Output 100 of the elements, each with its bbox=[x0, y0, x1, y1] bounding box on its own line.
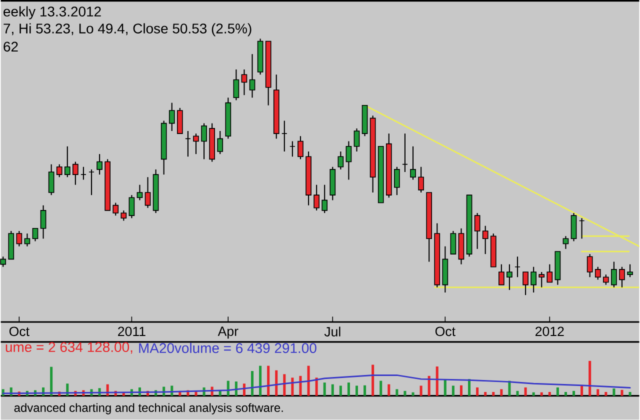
bar bbox=[500, 389, 503, 396]
candlestick bbox=[48, 164, 54, 196]
candlestick bbox=[338, 151, 344, 170]
bar bbox=[540, 392, 543, 396]
candlestick bbox=[249, 54, 256, 98]
candlestick bbox=[298, 136, 304, 160]
bar bbox=[250, 371, 254, 396]
candlestick bbox=[450, 230, 456, 255]
candlestick bbox=[514, 256, 520, 278]
x-tick-label: Jul bbox=[324, 326, 340, 337]
candlestick bbox=[281, 120, 288, 152]
candlestick bbox=[168, 102, 175, 132]
candlestick bbox=[506, 264, 512, 291]
chart-title: eekly 13.3.2012 bbox=[4, 6, 101, 20]
candlestick bbox=[418, 166, 424, 194]
bar bbox=[331, 384, 334, 396]
candlestick bbox=[570, 212, 577, 242]
candlestick bbox=[522, 272, 528, 296]
candlestick bbox=[136, 184, 143, 201]
candlestick bbox=[627, 264, 633, 278]
candlestick bbox=[56, 164, 62, 178]
candlestick bbox=[241, 69, 248, 96]
candlestick bbox=[80, 166, 86, 180]
candlestick bbox=[498, 264, 504, 286]
candlestick bbox=[546, 264, 553, 283]
bar bbox=[259, 366, 262, 396]
bar bbox=[564, 392, 567, 396]
bar bbox=[307, 366, 310, 396]
candlestick bbox=[314, 184, 320, 212]
candlestick bbox=[64, 146, 70, 178]
bar bbox=[380, 380, 382, 396]
bar bbox=[299, 376, 302, 396]
candlestick bbox=[586, 254, 593, 278]
x-tick-label: Apr bbox=[218, 326, 238, 339]
bar bbox=[291, 378, 294, 396]
candlestick bbox=[40, 204, 46, 240]
bar bbox=[556, 388, 559, 396]
bar bbox=[347, 382, 350, 396]
candlestick bbox=[322, 184, 328, 214]
candlestick bbox=[72, 161, 78, 186]
bar bbox=[628, 392, 632, 396]
bar bbox=[588, 361, 592, 396]
bar bbox=[452, 386, 454, 396]
bar bbox=[596, 389, 600, 396]
candlestick bbox=[474, 212, 480, 250]
bar bbox=[524, 388, 527, 396]
candlestick bbox=[201, 122, 207, 160]
bar bbox=[355, 386, 358, 396]
chart-subtitle: 7, Hi 53.23, Lo 49.4, Close 50.53 (2.5%) bbox=[4, 23, 252, 36]
candlestick bbox=[217, 130, 224, 155]
bar bbox=[444, 379, 446, 396]
series-label: MA20volume = 6 439 291.00 bbox=[139, 342, 316, 354]
series-label: ume = 2 634 128.00, bbox=[6, 342, 132, 354]
bar bbox=[612, 388, 616, 396]
candlestick bbox=[619, 266, 625, 288]
candlestick bbox=[32, 228, 38, 242]
bar bbox=[436, 366, 438, 396]
candlestick bbox=[602, 274, 609, 286]
x-tick-label: Oct bbox=[9, 326, 30, 336]
bar bbox=[218, 391, 222, 396]
text: advanced charting and technical analysis software. bbox=[14, 403, 283, 414]
candlestick bbox=[185, 130, 191, 158]
bar bbox=[532, 392, 535, 396]
candlestick bbox=[120, 210, 127, 222]
candlestick bbox=[233, 69, 240, 101]
x-tick-label: 2012 bbox=[536, 326, 564, 336]
x-tick-label: Oct bbox=[435, 326, 456, 336]
candlestick bbox=[594, 266, 601, 280]
candlestick bbox=[482, 225, 488, 255]
bar bbox=[388, 384, 390, 396]
candlestick bbox=[144, 176, 151, 209]
bar bbox=[275, 370, 278, 396]
bar bbox=[516, 391, 519, 396]
candlestick bbox=[290, 140, 296, 158]
bar bbox=[50, 366, 53, 396]
candlestick bbox=[410, 146, 416, 180]
bar bbox=[364, 385, 366, 396]
candlestick bbox=[0, 256, 6, 268]
bar bbox=[283, 374, 286, 396]
bar bbox=[548, 392, 551, 396]
bar bbox=[620, 390, 624, 396]
candlestick bbox=[611, 261, 617, 288]
bar bbox=[339, 386, 342, 396]
candlestick bbox=[530, 266, 536, 294]
candlestick bbox=[354, 128, 360, 152]
annotation: 62 bbox=[4, 42, 18, 52]
candlestick bbox=[394, 166, 400, 196]
candlestick bbox=[538, 272, 545, 288]
candlestick bbox=[128, 194, 135, 219]
bar bbox=[468, 379, 471, 396]
bar bbox=[420, 386, 422, 396]
x-tick-label: 2011 bbox=[118, 326, 146, 336]
candlestick bbox=[346, 140, 352, 180]
bar bbox=[492, 392, 495, 396]
bar bbox=[604, 392, 608, 396]
candlestick bbox=[578, 218, 585, 240]
bar bbox=[267, 366, 270, 396]
bar bbox=[484, 392, 487, 396]
bar bbox=[460, 385, 462, 396]
bar bbox=[580, 386, 584, 396]
